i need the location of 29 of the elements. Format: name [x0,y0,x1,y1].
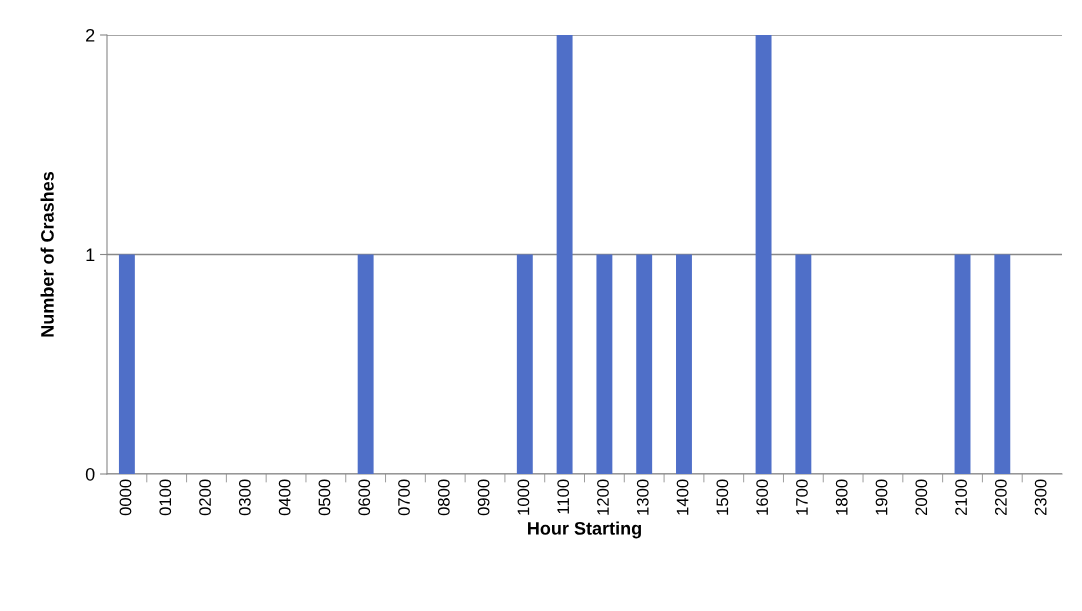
x-tick-label: 0600 [358,479,371,516]
x-tick-label: 1400 [676,479,689,515]
x-tick-label: 2200 [994,479,1007,516]
x-tick-label: 0500 [318,479,331,516]
y-tick-label: 0 [85,467,95,481]
x-tick-label: 1800 [835,479,848,515]
x-tick-label: 0200 [199,479,211,516]
x-tick-label: 1900 [875,479,888,515]
x-tick-label: 0900 [477,479,490,516]
x-axis-title: Hour Starting [528,521,641,539]
y-axis-title: Number of Crashes [40,171,54,337]
x-tick-label: 0800 [437,479,450,516]
x-tick-label: 0700 [398,479,410,516]
x-tick-label: 1000 [517,479,530,515]
x-tick-label: 2000 [915,479,928,516]
x-tick-label: 1600 [756,479,769,515]
x-tick-label: 2300 [1034,479,1047,516]
x-tick-label: 2100 [955,479,967,516]
x-tick-label: 0000 [119,479,132,516]
x-tick-label: 0400 [278,479,291,516]
y-tick-label: 2 [86,28,95,42]
x-tick-label: 0300 [238,479,251,516]
x-tick-label: 1500 [716,479,729,515]
x-tick-label: 1700 [796,479,808,515]
x-tick-label: 1200 [597,479,609,515]
x-tick-label: 0100 [159,479,172,516]
x-tick-label: 1100 [557,479,570,514]
y-tick-label: 1 [86,248,95,262]
x-tick-label: 1300 [636,479,649,515]
